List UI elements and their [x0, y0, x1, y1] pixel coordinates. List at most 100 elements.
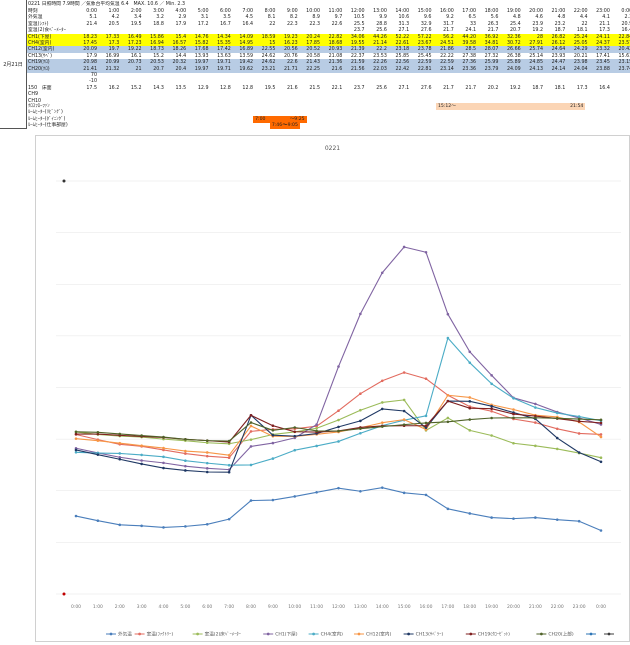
schedule-start: 15:12～	[437, 104, 456, 109]
sheet-cell: 25.6	[376, 85, 387, 91]
data-point	[249, 430, 253, 433]
sheet-cell: 17.9	[86, 53, 97, 59]
data-point	[446, 336, 450, 340]
x-tick-label: 18:00	[463, 604, 476, 610]
data-point	[184, 525, 187, 528]
header-text: 0221 日照時間 7.9時間 ／気象台平均気温 6.4 MAX. 10.6 ／…	[28, 2, 185, 7]
sheet-cell: 15.35	[217, 41, 231, 46]
legend-label: CH12(室内)	[366, 631, 391, 638]
data-point	[359, 431, 362, 435]
sheet-cell: 18.7	[532, 85, 543, 91]
data-point	[140, 459, 143, 462]
sheet-row: -10	[27, 78, 630, 85]
x-tick-label: 2:00	[115, 604, 125, 610]
sheet-cell: 28	[536, 34, 543, 40]
data-point	[468, 418, 472, 421]
sheet-cell: 22.3	[287, 21, 298, 27]
sheet-cell: 23.21	[261, 66, 276, 72]
sheet-cell: 3.5	[223, 15, 231, 21]
sheet-cell: 23.7	[353, 28, 365, 34]
series-line	[75, 337, 602, 466]
data-point	[74, 437, 78, 440]
sheet-cell: 12:00	[350, 9, 365, 14]
sheet-cell: 27.32	[484, 53, 499, 59]
data-point	[140, 524, 143, 528]
schedule-row: ﾙｰﾑﾋｰﾀｰ(ﾀﾞｲﾆﾝｸﾞ) 7:00 ～9:25	[27, 115, 630, 123]
sheet-row-label: 室温(2)食ﾍﾞｰﾒｰﾀｰ	[28, 28, 66, 34]
sheet-cell: 21.6	[287, 85, 298, 91]
sheet-cell: 27.6	[420, 28, 432, 34]
data-point	[555, 427, 559, 431]
sheet-cell: 4.5	[245, 15, 254, 21]
data-point	[118, 457, 122, 461]
sheet-cell: 22.82	[328, 34, 343, 40]
sheet-cell: 20.32	[172, 60, 187, 66]
sheet-cell: 18.26	[172, 47, 187, 53]
data-point	[577, 519, 581, 523]
data-point	[380, 421, 384, 425]
data-point	[140, 434, 143, 437]
sheet-cell: 22	[581, 21, 588, 27]
schedule-bar: 15:12～ 21:54	[435, 103, 586, 110]
sheet-cell: 18.1	[576, 28, 588, 34]
sheet-cell: 20:00	[529, 9, 543, 14]
legend-label: 外気温	[118, 631, 132, 638]
legend-label: CH1(下屋)	[275, 632, 298, 638]
sheet-cell: 25.14	[529, 53, 543, 59]
sheet-row-label: 室温(ｼﾌﾄ)	[28, 21, 49, 27]
data-point	[577, 415, 581, 418]
sheet-cell: 56.2	[443, 34, 454, 40]
sheet-row-label: 時刻	[28, 9, 38, 14]
data-point	[490, 407, 493, 411]
sheet-cell: 18.8	[153, 21, 164, 27]
data-point	[96, 431, 100, 434]
sheet-cell: 26.66	[506, 47, 521, 53]
data-point	[162, 526, 165, 529]
sheet-cell: 8.1	[267, 15, 276, 21]
sheet-cell: 13.93	[194, 53, 209, 59]
sheet-cell: 20.93	[328, 47, 343, 53]
data-point	[402, 418, 406, 421]
schedule-row: ﾙｰﾑﾋｰﾀｰ(ﾘﾋﾞﾝｸﾞ)	[27, 109, 630, 116]
data-point	[227, 470, 231, 474]
data-point	[380, 401, 384, 404]
sheet-cell: 34.81	[484, 41, 499, 46]
sheet-cell: 17.68	[194, 47, 209, 53]
sheet-cell: 14.4	[175, 53, 187, 59]
sheet-cell: 21.86	[440, 47, 454, 53]
sheet-cell: 23.9	[532, 21, 543, 27]
sheet-cell: 5.6	[490, 15, 499, 21]
data-point	[490, 516, 493, 519]
sheet-cell: 44.20	[462, 34, 477, 40]
sheet-cell: 13.63	[217, 53, 231, 59]
schedule-end: 21:54	[570, 104, 584, 109]
sheet-cell: 26.82	[551, 34, 566, 40]
data-point	[402, 409, 406, 413]
sheet-cell: 25.45	[417, 53, 432, 59]
data-point	[424, 424, 428, 428]
data-point	[380, 379, 384, 383]
sheet-cell: 22.2	[376, 47, 387, 53]
data-point	[293, 430, 297, 434]
x-tick-label: 5:00	[180, 604, 190, 610]
data-point	[359, 419, 362, 423]
sheet-cell: 19.97	[194, 66, 209, 72]
sheet-cell: 19.42	[239, 60, 254, 66]
data-point	[293, 495, 297, 498]
sheet-cell: 1:00	[108, 9, 120, 14]
sheet-cell: 20.76	[283, 53, 298, 59]
data-point	[534, 444, 537, 448]
sheet-cell: 24.51	[440, 41, 454, 46]
sheet-cell: 23.88	[596, 66, 610, 72]
sheet-cell: 24.62	[261, 60, 276, 66]
schedule-row: ﾙｰﾑﾋｰﾀｰ(仕事部屋) 7:46～ ～9:05	[27, 122, 630, 130]
sheet-cell: 11:00	[328, 9, 343, 14]
sheet-cell: 25.74	[529, 47, 543, 53]
sheet-cell: 24.13	[529, 66, 543, 72]
chart-title: 0221	[325, 145, 340, 152]
sheet-cell: 19.62	[239, 66, 254, 72]
sheet-cell: 17.5	[86, 85, 97, 91]
data-point	[555, 416, 559, 420]
data-point	[446, 420, 450, 424]
data-point	[205, 523, 209, 526]
